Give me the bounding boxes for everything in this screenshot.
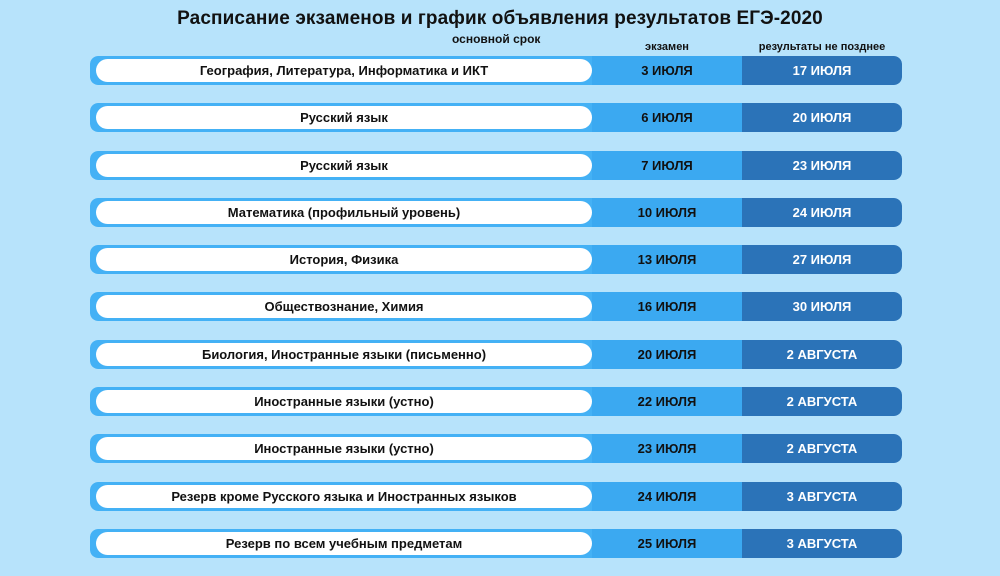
result-date: 2 АВГУСТА [742,339,902,369]
schedule-row: Биология, Иностранные языки (письменно) … [90,339,902,369]
subject-label: Биология, Иностранные языки (письменно) [96,342,592,366]
subject-cell: Биология, Иностранные языки (письменно) [90,339,592,369]
subject-cell: Русский язык [90,103,592,133]
result-date: 2 АВГУСТА [742,434,902,464]
result-date: 27 ИЮЛЯ [742,245,902,275]
exam-date: 10 ИЮЛЯ [592,197,742,227]
exam-date: 22 ИЮЛЯ [592,387,742,417]
exam-date: 16 ИЮЛЯ [592,292,742,322]
exam-date: 7 ИЮЛЯ [592,150,742,180]
result-date: 2 АВГУСТА [742,387,902,417]
exam-date: 20 ИЮЛЯ [592,339,742,369]
schedule-row: Иностранные языки (устно) 23 ИЮЛЯ 2 АВГУ… [90,434,902,464]
schedule-row: География, Литература, Информатика и ИКТ… [90,56,902,85]
result-date: 24 ИЮЛЯ [742,197,902,227]
subject-cell: Русский язык [90,150,592,180]
subject-label: География, Литература, Информатика и ИКТ [96,59,592,82]
page-title: Расписание экзаменов и график объявления… [177,8,823,29]
subject-label: История, Физика [96,248,592,272]
subject-label: Русский язык [96,106,592,130]
result-date: 3 АВГУСТА [742,481,902,511]
subject-label: Резерв по всем учебным предметам [96,531,592,555]
schedule-row: Обществознание, Химия 16 ИЮЛЯ 30 ИЮЛЯ [90,292,902,322]
subject-label: Русский язык [96,153,592,177]
schedule-row: Резерв по всем учебным предметам 25 ИЮЛЯ… [90,528,902,558]
exam-date: 3 ИЮЛЯ [592,56,742,85]
exam-date: 24 ИЮЛЯ [592,481,742,511]
column-header-exam: экзамен [645,41,689,53]
exam-date: 13 ИЮЛЯ [592,245,742,275]
schedule-row: Резерв кроме Русского языка и Иностранны… [90,481,902,511]
subject-cell: Иностранные языки (устно) [90,387,592,417]
subject-label: Обществознание, Химия [96,295,592,319]
subject-cell: Иностранные языки (устно) [90,434,592,464]
schedule-row: Русский язык 7 ИЮЛЯ 23 ИЮЛЯ [90,150,902,180]
exam-date: 23 ИЮЛЯ [592,434,742,464]
page-subtitle: основной срок [452,32,541,46]
result-date: 3 АВГУСТА [742,528,902,558]
result-date: 30 ИЮЛЯ [742,292,902,322]
subject-cell: История, Физика [90,245,592,275]
schedule-row: История, Физика 13 ИЮЛЯ 27 ИЮЛЯ [90,245,902,275]
subject-cell: Резерв кроме Русского языка и Иностранны… [90,481,592,511]
subject-label: Иностранные языки (устно) [96,390,592,414]
schedule-row: Математика (профильный уровень) 10 ИЮЛЯ … [90,197,902,227]
subject-cell: География, Литература, Информатика и ИКТ [90,56,592,85]
schedule-row: Русский язык 6 ИЮЛЯ 20 ИЮЛЯ [90,103,902,133]
subject-label: Математика (профильный уровень) [96,200,592,224]
subject-cell: Резерв по всем учебным предметам [90,528,592,558]
schedule-row: Иностранные языки (устно) 22 ИЮЛЯ 2 АВГУ… [90,387,902,417]
column-header-result: результаты не позднее [758,41,886,53]
result-date: 17 ИЮЛЯ [742,56,902,85]
exam-date: 25 ИЮЛЯ [592,528,742,558]
result-date: 20 ИЮЛЯ [742,103,902,133]
exam-date: 6 ИЮЛЯ [592,103,742,133]
subject-cell: Математика (профильный уровень) [90,197,592,227]
subject-label: Резерв кроме Русского языка и Иностранны… [96,484,592,508]
subject-label: Иностранные языки (устно) [96,437,592,461]
schedule-table: География, Литература, Информатика и ИКТ… [90,56,902,576]
result-date: 23 ИЮЛЯ [742,150,902,180]
subject-cell: Обществознание, Химия [90,292,592,322]
